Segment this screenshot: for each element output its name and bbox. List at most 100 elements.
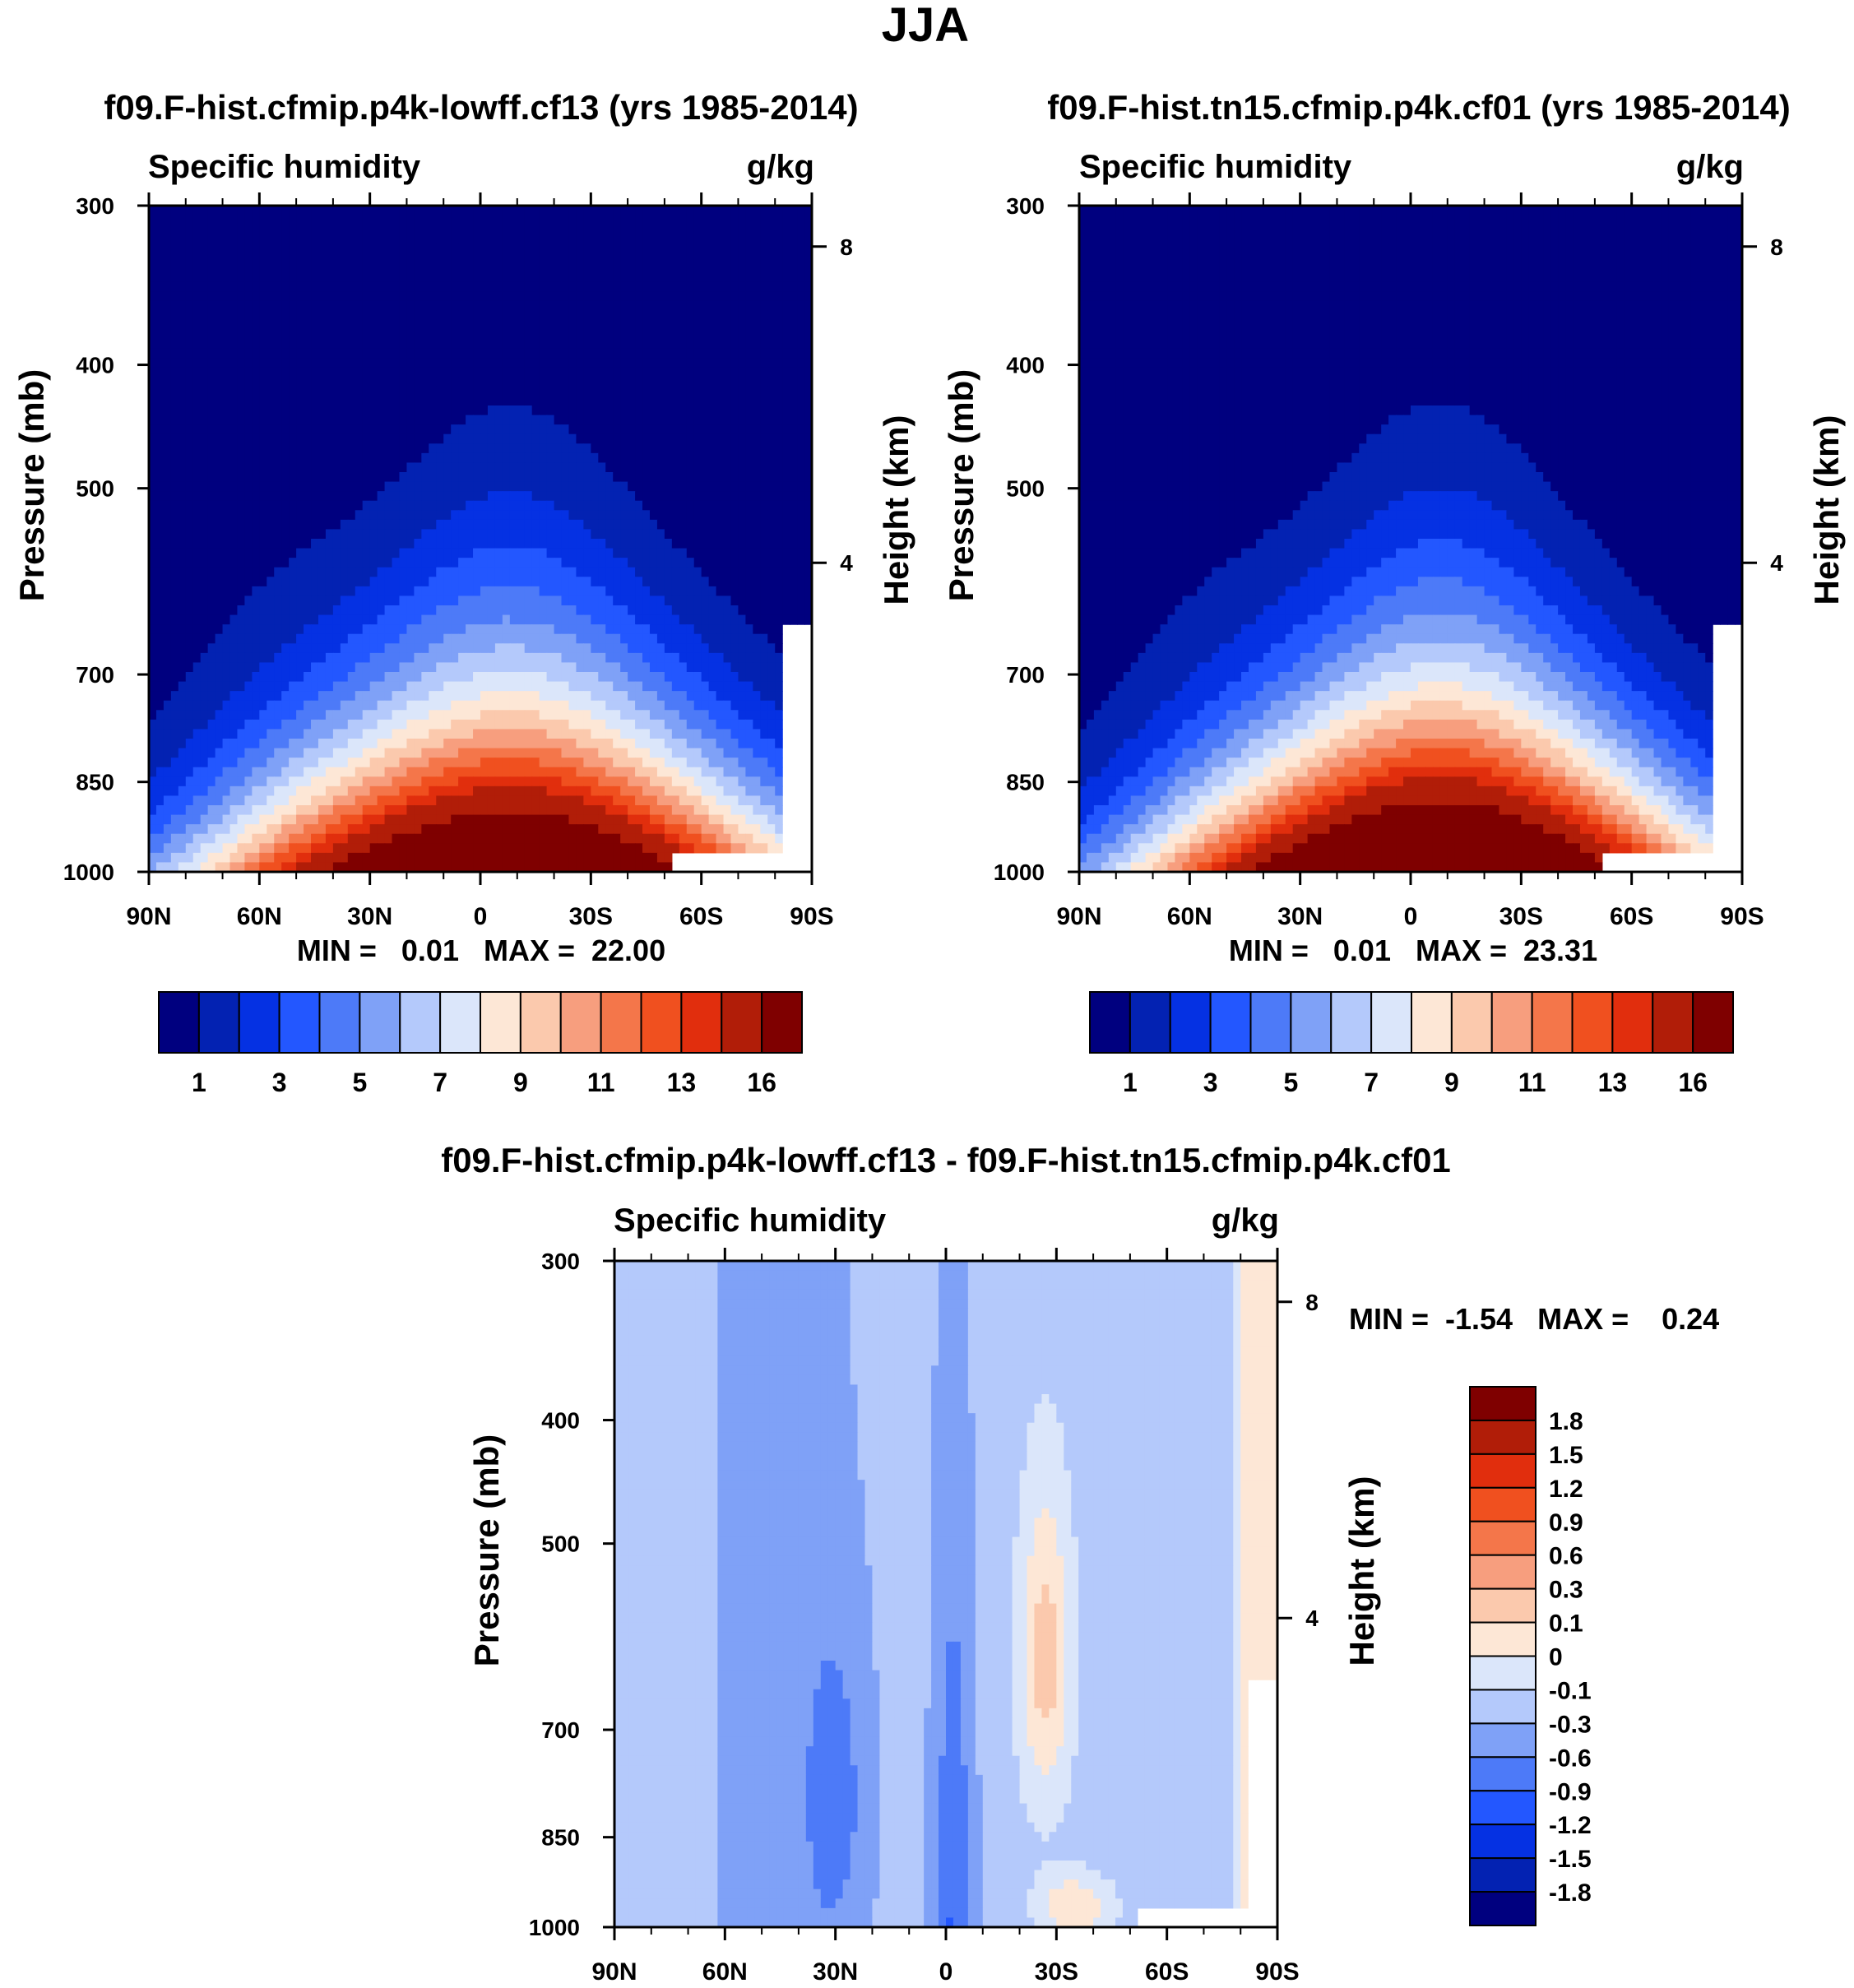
contour-cell xyxy=(517,652,526,664)
contour-cell xyxy=(200,452,209,464)
contour-cell xyxy=(649,700,658,711)
contour-cell xyxy=(767,519,776,531)
contour-cell xyxy=(429,595,437,606)
contour-cell xyxy=(790,433,798,444)
contour-cell xyxy=(598,300,606,311)
contour-cell xyxy=(215,614,224,625)
contour-cell xyxy=(790,462,798,473)
contour-cell xyxy=(723,691,732,702)
contour-cell xyxy=(355,652,364,664)
contour-cell xyxy=(429,662,437,673)
contour-cell xyxy=(656,281,665,292)
contour-cell xyxy=(546,577,555,587)
contour-cell xyxy=(546,605,555,616)
contour-cell xyxy=(155,643,165,654)
contour-cell xyxy=(289,605,297,616)
contour-cell xyxy=(392,710,401,721)
contour-cell xyxy=(598,586,606,597)
contour-cell xyxy=(745,386,753,397)
contour-cell xyxy=(281,291,290,302)
contour-cell xyxy=(767,253,776,264)
contour-cell xyxy=(355,310,364,321)
contour-cell xyxy=(377,567,386,577)
contour-cell xyxy=(797,262,805,273)
contour-cell xyxy=(311,300,319,311)
contour-cell xyxy=(502,567,511,577)
contour-cell xyxy=(568,558,577,568)
contour-cell xyxy=(149,433,157,444)
contour-cell xyxy=(480,281,489,292)
contour-cell xyxy=(355,415,364,425)
contour-cell xyxy=(384,291,393,302)
contour-cell xyxy=(745,529,753,540)
contour-cell xyxy=(436,300,444,311)
contour-cell xyxy=(716,481,725,492)
contour-cell xyxy=(311,234,319,244)
contour-cell xyxy=(215,358,224,368)
contour-cell xyxy=(355,319,364,331)
contour-cell xyxy=(649,396,658,406)
contour-cell xyxy=(466,377,474,387)
contour-cell xyxy=(185,319,194,331)
contour-cell xyxy=(613,319,621,331)
contour-cell xyxy=(406,510,415,521)
contour-cell xyxy=(296,377,304,387)
contour-cell xyxy=(443,586,452,597)
contour-cell xyxy=(311,567,319,577)
contour-cell xyxy=(296,529,304,540)
contour-cell xyxy=(267,386,275,397)
contour-cell xyxy=(355,339,364,350)
contour-cell xyxy=(767,662,776,673)
contour-cell xyxy=(546,643,555,654)
contour-cell xyxy=(289,396,297,406)
contour-cell xyxy=(517,243,526,254)
contour-cell xyxy=(155,700,165,711)
contour-cell xyxy=(620,225,628,235)
contour-cell xyxy=(436,481,444,492)
contour-cell xyxy=(466,225,474,235)
contour-cell xyxy=(311,662,319,673)
contour-cell xyxy=(406,681,415,692)
contour-cell xyxy=(649,481,658,492)
contour-cell xyxy=(289,329,297,340)
contour-cell xyxy=(473,710,481,721)
contour-cell xyxy=(289,291,297,302)
contour-cell xyxy=(163,243,172,254)
contour-cell xyxy=(289,272,297,283)
contour-cell xyxy=(192,339,202,350)
contour-cell xyxy=(304,586,312,597)
contour-cell xyxy=(686,729,695,739)
contour-cell xyxy=(355,500,364,511)
contour-cell xyxy=(775,710,783,721)
contour-cell xyxy=(671,310,680,321)
contour-cell xyxy=(458,272,466,283)
contour-cell xyxy=(480,225,489,235)
contour-cell xyxy=(340,548,349,558)
contour-cell xyxy=(583,243,591,254)
contour-cell xyxy=(671,367,680,378)
contour-cell xyxy=(421,262,429,273)
contour-cell xyxy=(539,548,548,558)
contour-cell xyxy=(207,234,216,244)
contour-cell xyxy=(561,652,570,664)
contour-cell xyxy=(325,262,334,273)
contour-cell xyxy=(296,386,304,397)
contour-cell xyxy=(775,272,783,283)
contour-cell xyxy=(620,624,628,635)
contour-cell xyxy=(384,586,393,597)
contour-cell xyxy=(259,377,267,387)
contour-cell xyxy=(267,681,275,692)
contour-cell xyxy=(178,605,187,616)
contour-cell xyxy=(149,300,157,311)
contour-cell xyxy=(760,577,768,587)
contour-cell xyxy=(487,443,496,454)
contour-cell xyxy=(531,729,540,739)
contour-cell xyxy=(664,424,673,435)
contour-cell xyxy=(325,710,334,721)
contour-cell xyxy=(392,586,401,597)
contour-cell xyxy=(473,605,481,616)
contour-cell xyxy=(738,262,746,273)
contour-cell xyxy=(656,681,665,692)
contour-cell xyxy=(377,481,386,492)
contour-cell xyxy=(554,243,563,254)
